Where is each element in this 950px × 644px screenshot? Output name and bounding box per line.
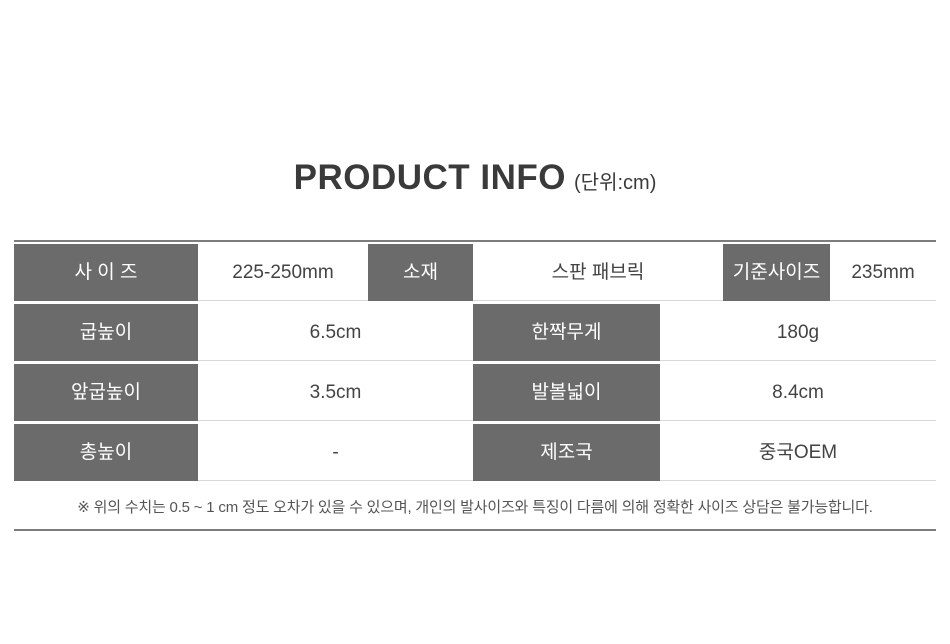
page-title: PRODUCT INFO (단위:cm) <box>0 158 950 198</box>
label-heel-height: 굽높이 <box>14 304 198 361</box>
value-base-size: 235mm <box>830 244 936 301</box>
label-front-heel-height: 앞굽높이 <box>14 364 198 421</box>
label-origin-country: 제조국 <box>473 424 660 481</box>
table-row: 앞굽높이 3.5cm 발볼넓이 8.4cm <box>14 364 936 421</box>
table-row: 총높이 - 제조국 중국OEM <box>14 424 936 481</box>
table-row: 사 이 즈 225-250mm 소재 스판 패브릭 기준사이즈 235mm <box>14 244 936 301</box>
value-size: 225-250mm <box>198 244 368 301</box>
size-tolerance-note: ※ 위의 수치는 0.5 ~ 1 cm 정도 오차가 있을 수 있으며, 개인의… <box>77 499 873 516</box>
product-info-table: 사 이 즈 225-250mm 소재 스판 패브릭 기준사이즈 235mm 굽높… <box>14 240 936 531</box>
value-single-weight: 180g <box>660 304 936 361</box>
label-foot-width: 발볼넓이 <box>473 364 660 421</box>
value-front-heel-height: 3.5cm <box>198 364 473 421</box>
page-title-unit: (단위:cm) <box>574 172 657 194</box>
label-material: 소재 <box>368 244 473 301</box>
value-origin-country: 중국OEM <box>660 424 936 481</box>
table-row: 굽높이 6.5cm 한짝무게 180g <box>14 304 936 361</box>
value-heel-height: 6.5cm <box>198 304 473 361</box>
value-foot-width: 8.4cm <box>660 364 936 421</box>
label-single-weight: 한짝무게 <box>473 304 660 361</box>
label-base-size: 기준사이즈 <box>723 244 830 301</box>
label-total-height: 총높이 <box>14 424 198 481</box>
value-material: 스판 패브릭 <box>473 244 723 301</box>
value-total-height: - <box>198 424 473 481</box>
page-title-main: PRODUCT INFO <box>293 158 567 197</box>
label-size: 사 이 즈 <box>14 244 198 301</box>
